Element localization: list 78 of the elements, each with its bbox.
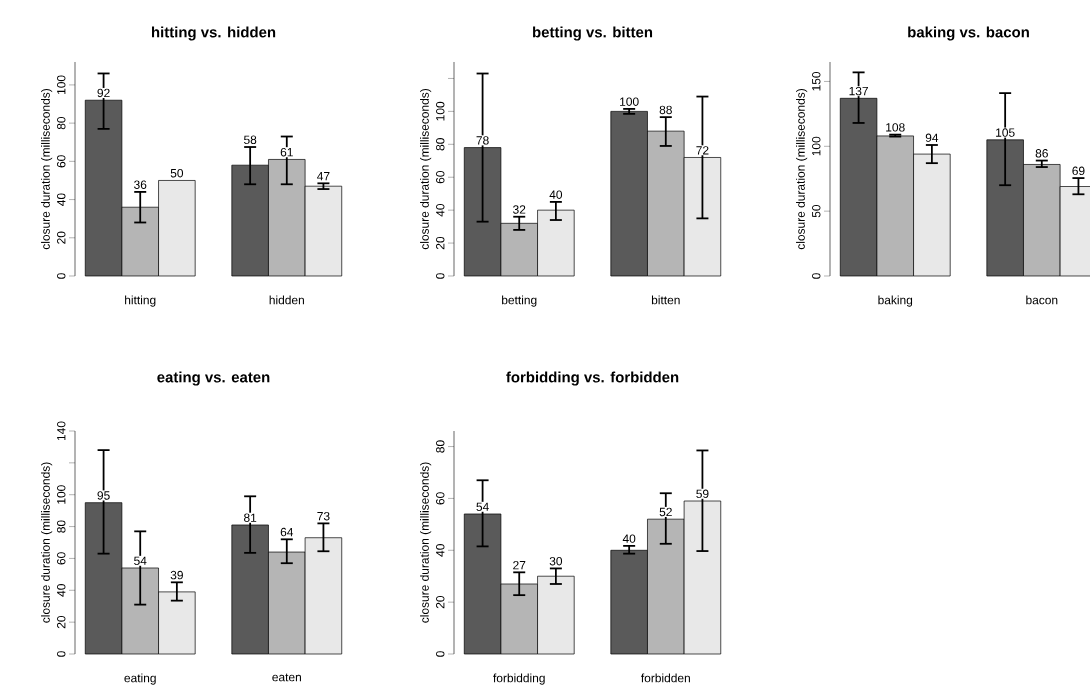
y-tick-label: 20 bbox=[57, 615, 66, 629]
data-label: 69 bbox=[1072, 166, 1085, 176]
chart-title: eating vs. eaten bbox=[157, 371, 270, 386]
y-tick-label: 100 bbox=[812, 136, 821, 156]
data-label: 78 bbox=[476, 136, 489, 145]
chart-title: baking vs. bacon bbox=[908, 26, 1029, 41]
data-label: 73 bbox=[317, 511, 330, 521]
y-tick-label: 40 bbox=[57, 193, 66, 206]
x-tick-label: forbidden bbox=[641, 673, 690, 683]
data-label: 64 bbox=[280, 527, 294, 537]
y-tick-label: 0 bbox=[57, 651, 66, 657]
data-label: 59 bbox=[696, 489, 709, 499]
y-tick-label: 60 bbox=[57, 155, 66, 168]
y-tick-label: 40 bbox=[436, 544, 445, 557]
data-label: 81 bbox=[244, 513, 257, 522]
y-axis-title: closure duration (milliseconds) bbox=[420, 89, 432, 250]
data-label: 40 bbox=[549, 190, 563, 199]
y-tick-label: 140 bbox=[57, 421, 66, 441]
data-label: 32 bbox=[513, 205, 526, 214]
data-label: 94 bbox=[925, 133, 939, 142]
data-label: 40 bbox=[622, 534, 636, 543]
data-label: 105 bbox=[996, 128, 1015, 137]
data-label: 61 bbox=[280, 147, 293, 157]
data-label: 50 bbox=[170, 169, 184, 178]
data-label: 54 bbox=[134, 556, 147, 565]
chart-title: betting vs. bitten bbox=[533, 26, 653, 41]
data-label: 27 bbox=[513, 560, 526, 570]
chart-title: forbidding vs. forbidden bbox=[506, 371, 679, 386]
y-tick-label: 100 bbox=[436, 101, 445, 121]
x-tick-label: bitten bbox=[651, 295, 680, 305]
x-tick-label: eaten bbox=[272, 673, 301, 682]
x-tick-label: forbidding bbox=[493, 673, 545, 685]
data-label: 72 bbox=[696, 146, 709, 155]
data-label: 30 bbox=[549, 556, 563, 566]
y-tick-label: 150 bbox=[812, 71, 821, 91]
y-tick-label: 100 bbox=[57, 485, 66, 504]
y-tick-label: 0 bbox=[57, 273, 66, 279]
data-label: 39 bbox=[170, 570, 183, 580]
x-tick-label: baking bbox=[878, 295, 913, 307]
y-tick-label: 40 bbox=[57, 584, 66, 597]
y-tick-label: 80 bbox=[436, 440, 445, 453]
y-tick-label: 0 bbox=[436, 651, 445, 657]
y-tick-label: 0 bbox=[812, 273, 821, 279]
y-tick-label: 20 bbox=[436, 595, 445, 609]
data-label: 52 bbox=[659, 507, 672, 517]
y-tick-label: 60 bbox=[436, 171, 445, 184]
y-tick-label: 100 bbox=[57, 75, 66, 94]
data-label: 92 bbox=[97, 88, 110, 98]
data-label: 100 bbox=[620, 97, 639, 106]
y-axis-title: closure duration (milliseconds) bbox=[796, 89, 808, 250]
data-label: 88 bbox=[659, 105, 672, 115]
y-tick-label: 80 bbox=[57, 116, 66, 130]
y-axis-title: closure duration (milliseconds) bbox=[41, 89, 53, 250]
x-tick-label: hidden bbox=[269, 295, 304, 305]
x-tick-label: betting bbox=[502, 295, 537, 307]
data-label: 54 bbox=[476, 502, 489, 511]
x-tick-label: bacon bbox=[1026, 295, 1058, 305]
chart-title: hitting vs. hidden bbox=[152, 26, 276, 41]
data-label: 58 bbox=[243, 135, 257, 145]
y-tick-label: 20 bbox=[436, 236, 445, 250]
y-tick-label: 0 bbox=[436, 273, 445, 279]
data-label: 108 bbox=[886, 123, 905, 132]
data-label: 86 bbox=[1035, 149, 1048, 158]
y-tick-label: 60 bbox=[57, 552, 66, 565]
data-label: 95 bbox=[97, 491, 110, 500]
data-label: 47 bbox=[317, 172, 330, 181]
y-tick-label: 60 bbox=[436, 492, 445, 505]
y-tick-label: 40 bbox=[436, 203, 445, 217]
x-tick-label: eating bbox=[124, 673, 156, 685]
y-tick-label: 20 bbox=[57, 231, 66, 244]
x-tick-label: hitting bbox=[125, 295, 156, 307]
data-label: 137 bbox=[849, 86, 868, 96]
y-axis-title: closure duration (milliseconds) bbox=[41, 462, 53, 623]
data-label: 36 bbox=[134, 180, 147, 189]
y-tick-label: 80 bbox=[57, 520, 66, 533]
y-tick-label: 50 bbox=[812, 204, 821, 218]
y-tick-label: 80 bbox=[436, 138, 445, 151]
y-axis-title: closure duration (milliseconds) bbox=[420, 462, 432, 623]
